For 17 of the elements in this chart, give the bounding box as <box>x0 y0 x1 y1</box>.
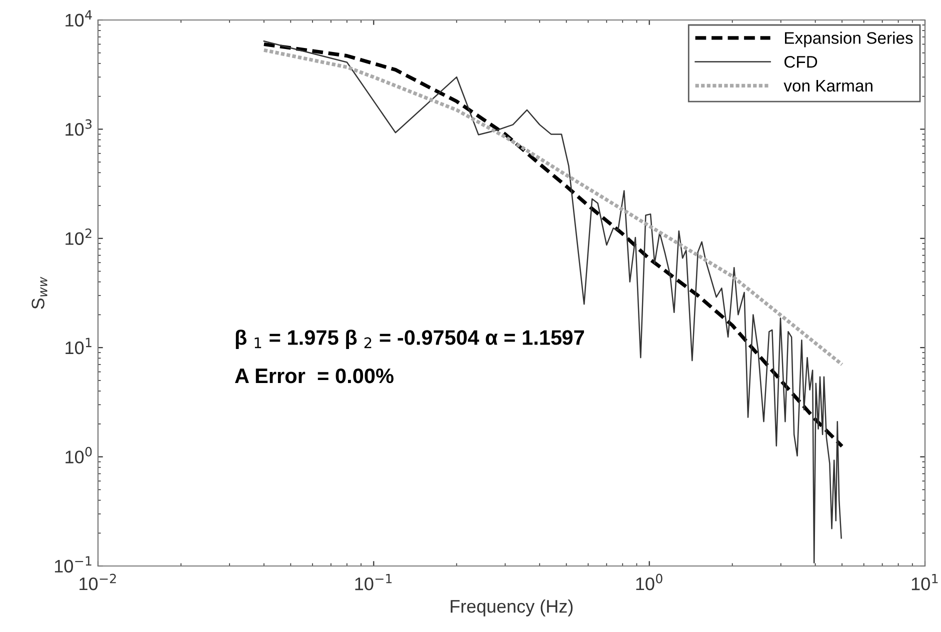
legend-label: von Karman <box>784 80 872 92</box>
annotation: β $_{1}$ = 1.975 β $_{2}$ = -0.97504 α = 1.1597 <box>236 330 584 350</box>
annotation: A Error = 0.00% <box>234 368 394 384</box>
x-axis-title: Frequency (Hz) <box>450 600 573 616</box>
y-tick-label: 10$^{0}$ <box>66 446 92 464</box>
y-tick-label: 10$^{3}$ <box>66 119 92 136</box>
x-tick-label: 10$^{1}$ <box>912 574 938 590</box>
legend-label: Expansion Series <box>785 32 913 48</box>
x-tick-label: 10$^{0}$ <box>636 574 662 590</box>
legend-label: CFD <box>784 56 818 68</box>
y-tick-label: 10$^{2}$ <box>66 228 92 245</box>
x-tick-label: 10$^{−2}$ <box>80 574 116 590</box>
y-axis-title: S$_{ww}$ <box>32 276 48 309</box>
y-tick-label: 10$^{−1}$ <box>54 556 92 573</box>
x-tick-label: 10$^{−1}$ <box>355 574 392 590</box>
y-tick-label: 10$^{1}$ <box>66 338 92 354</box>
y-tick-label: 10$^{4}$ <box>66 10 92 27</box>
